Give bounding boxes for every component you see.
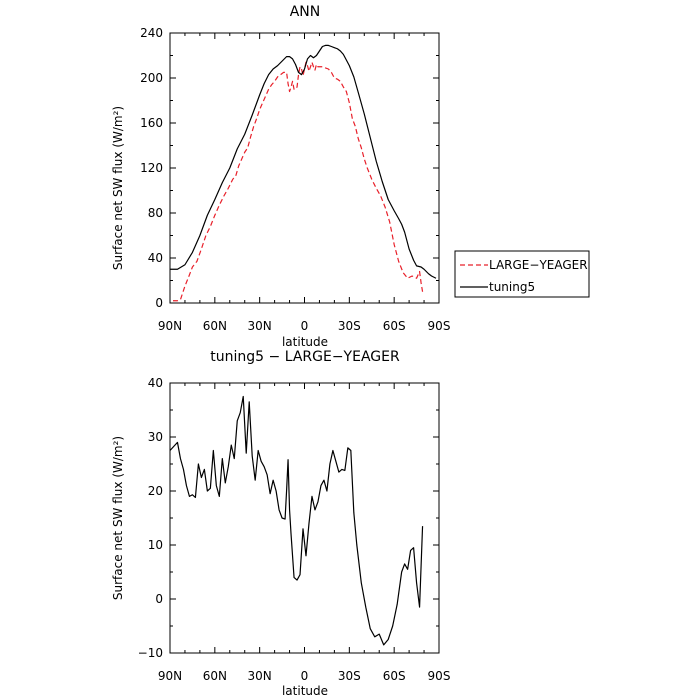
panel-ann-xtick-label: 90N [158,319,182,333]
panel-ann-ytick-label: 160 [140,116,163,130]
panel-difference-ytick-label: 20 [148,484,163,498]
panel-ann-series [170,44,437,302]
panel-difference-series [169,395,424,646]
panel-difference-xtick-label: 90S [428,669,451,683]
panel-ann-xtick-label: 30S [338,319,361,333]
panel-ann-xtick-label: 90S [428,319,451,333]
panel-difference-ytick-label: −10 [138,646,163,660]
panel-difference-xtick-label: 60S [383,669,406,683]
panel-difference-xtick-label: 30S [338,669,361,683]
legend-box [454,250,590,298]
panel-ann-ytick-label: 200 [140,71,163,85]
panel-difference-ytick-label: 40 [148,376,163,390]
panel-ann-series-line-1 [170,44,437,279]
panel-difference-ytick-label: 10 [148,538,163,552]
panel-difference-xtick-label: 0 [301,669,309,683]
panel-difference-ylabel: Surface net SW flux (W/m²) [111,436,125,600]
panel-ann-xtick-label: 60S [383,319,406,333]
panel-ann-title: ANN [290,4,321,20]
panel-difference-xtick-label: 60N [203,669,227,683]
panel-ann-ytick-label: 120 [140,161,163,175]
panel-ann-ytick-label: 40 [148,251,163,265]
legend: LARGE−YEAGER tuning5 [454,250,590,298]
panel-difference-xtick-label: 90N [158,669,182,683]
legend-label-tuning5: tuning5 [489,280,535,294]
panel-difference-xtick-label: 30N [248,669,272,683]
panel-difference-xlabel: latitude [282,684,328,698]
panel-ann-xtick-label: 30N [248,319,272,333]
panel-ann-ytick-label: 240 [140,26,163,40]
legend-label-large-yeager: LARGE−YEAGER [489,258,588,272]
panel-ann-xtick-label: 0 [301,319,309,333]
panel-ann-ytick-label: 80 [148,206,163,220]
panel-difference: tuning5 − LARGE−YEAGER 90N 60N 30N 0 30S 60S 9… [111,349,450,698]
panel-ann-frame [169,32,440,304]
panel-ann-ytick-label: 0 [155,296,163,310]
panel-ann: ANN 90N 60N 30N 0 30S 60S 90S 0 40 80 120 160 200 240… [111,4,590,349]
panel-ann-xlabel: latitude [282,335,328,349]
panel-difference-ytick-label: 0 [155,592,163,606]
panel-ann-series-line-0 [172,61,424,302]
panel-ann-xtick-label: 60N [203,319,227,333]
panel-difference-ticks: 90N 60N 30N 0 30S 60S 90S −10 0 10 20 30 40 [138,376,451,683]
panel-difference-frame [169,382,440,654]
panel-ann-ylabel: Surface net SW flux (W/m²) [111,106,125,270]
panel-difference-ytick-label: 30 [148,430,163,444]
panel-difference-title: tuning5 − LARGE−YEAGER [210,349,400,365]
panel-difference-series-line-0 [169,395,424,646]
panel-ann-ticks: 90N 60N 30N 0 30S 60S 90S 0 40 80 120 160 200 240 [140,26,450,333]
